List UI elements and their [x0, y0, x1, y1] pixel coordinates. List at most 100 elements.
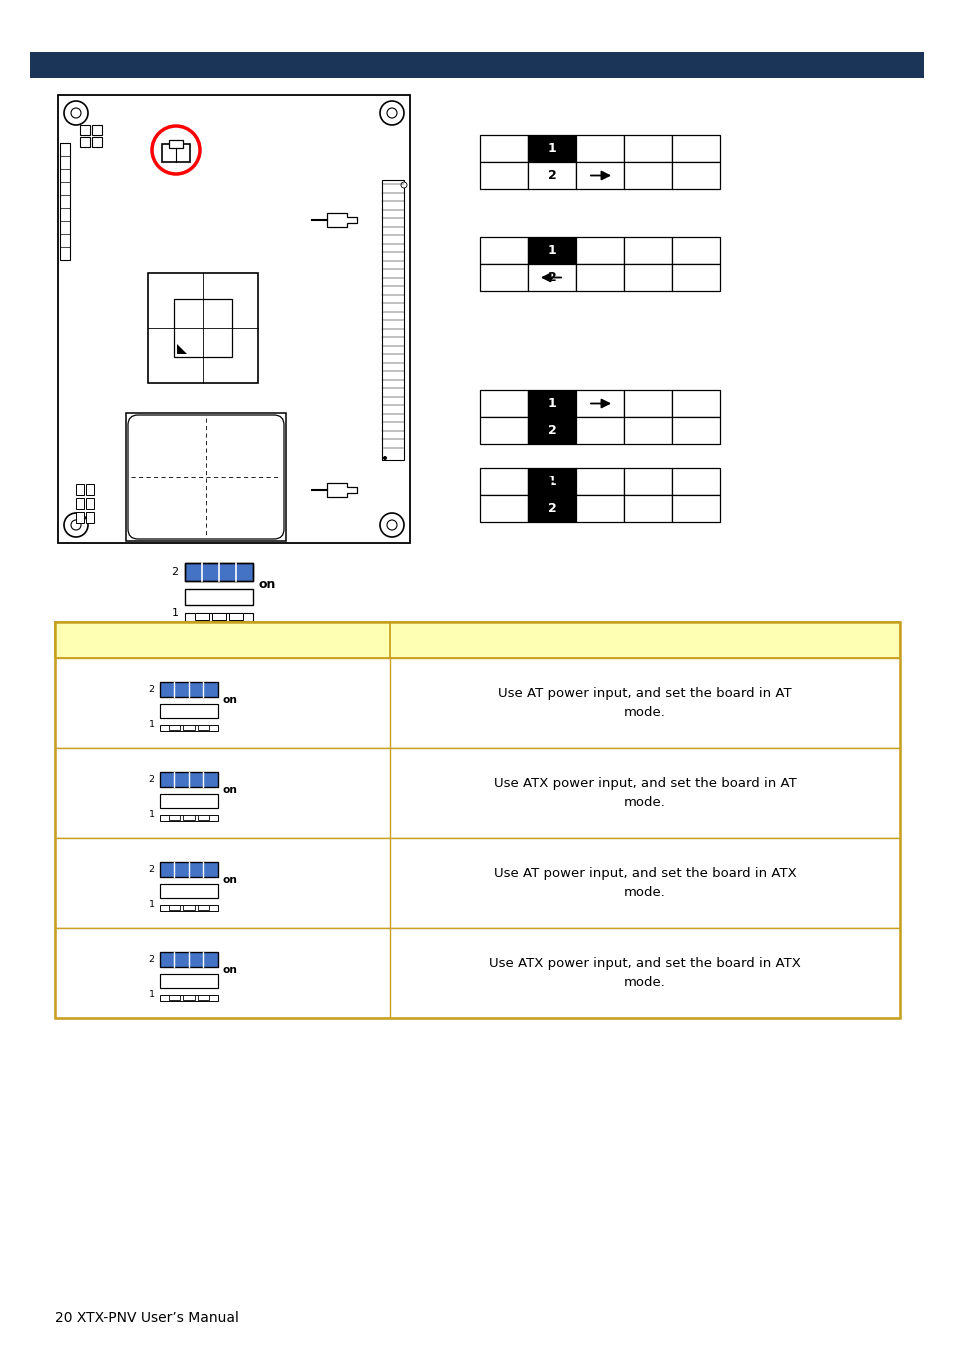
Text: 1: 1: [149, 720, 154, 729]
Text: 1: 1: [149, 900, 154, 909]
Bar: [671, 238, 720, 265]
Text: 1: 1: [149, 810, 154, 819]
Polygon shape: [177, 344, 187, 354]
Bar: [185, 589, 253, 605]
Bar: [160, 995, 217, 1002]
Bar: [91, 136, 102, 147]
Bar: [229, 613, 243, 620]
Bar: [60, 143, 70, 261]
Circle shape: [71, 108, 81, 117]
Bar: [671, 495, 720, 522]
Bar: [160, 794, 217, 807]
Text: Use AT power input, and set the board in ATX
mode.: Use AT power input, and set the board in…: [493, 867, 796, 899]
Bar: [183, 995, 194, 1000]
Bar: [576, 135, 623, 162]
Text: 2: 2: [547, 169, 556, 182]
Bar: [197, 904, 209, 910]
Circle shape: [64, 513, 88, 537]
Bar: [195, 613, 209, 620]
Text: 2: 2: [172, 567, 178, 576]
Bar: [80, 126, 90, 135]
Bar: [160, 952, 217, 968]
Text: 2: 2: [149, 865, 154, 875]
Circle shape: [379, 513, 403, 537]
Bar: [527, 495, 576, 522]
Bar: [623, 468, 671, 495]
Bar: [91, 126, 102, 135]
Bar: [527, 135, 576, 162]
Bar: [671, 417, 720, 444]
Bar: [576, 468, 623, 495]
Bar: [160, 884, 217, 898]
Text: 2: 2: [547, 424, 556, 437]
Bar: [162, 144, 190, 162]
Bar: [55, 927, 899, 1018]
Bar: [126, 413, 286, 541]
Text: 1: 1: [547, 475, 556, 487]
Bar: [479, 135, 527, 162]
Text: 1: 1: [172, 608, 178, 618]
Bar: [623, 417, 671, 444]
Bar: [160, 725, 217, 732]
Bar: [160, 772, 217, 787]
Bar: [86, 512, 94, 522]
Text: 1: 1: [547, 397, 556, 410]
Bar: [623, 495, 671, 522]
Text: Use ATX power input, and set the board in ATX
mode.: Use ATX power input, and set the board i…: [489, 957, 801, 990]
Text: 2: 2: [547, 271, 556, 284]
Bar: [197, 995, 209, 1000]
Bar: [197, 814, 209, 821]
Bar: [86, 498, 94, 509]
Bar: [527, 265, 576, 292]
Bar: [671, 135, 720, 162]
Bar: [671, 390, 720, 417]
Text: 2: 2: [149, 775, 154, 784]
Bar: [479, 495, 527, 522]
Bar: [55, 657, 899, 748]
Text: on: on: [223, 695, 237, 705]
Circle shape: [71, 520, 81, 531]
Bar: [160, 705, 217, 718]
Bar: [148, 273, 257, 383]
Bar: [479, 238, 527, 265]
Text: on: on: [258, 578, 276, 590]
Bar: [576, 417, 623, 444]
Bar: [671, 162, 720, 189]
Circle shape: [64, 101, 88, 126]
Bar: [381, 180, 403, 460]
Bar: [576, 390, 623, 417]
Bar: [80, 136, 90, 147]
Bar: [185, 563, 253, 580]
Text: Use ATX power input, and set the board in AT
mode.: Use ATX power input, and set the board i…: [493, 778, 796, 809]
Bar: [623, 135, 671, 162]
Bar: [623, 390, 671, 417]
Bar: [160, 772, 217, 787]
Bar: [183, 814, 194, 821]
Bar: [169, 725, 180, 730]
Bar: [160, 682, 217, 698]
Bar: [671, 265, 720, 292]
Bar: [169, 140, 183, 148]
Bar: [55, 748, 899, 838]
Circle shape: [387, 108, 396, 117]
Bar: [479, 162, 527, 189]
Bar: [623, 265, 671, 292]
Bar: [212, 613, 226, 620]
Bar: [479, 417, 527, 444]
Bar: [576, 265, 623, 292]
Bar: [160, 904, 217, 911]
Bar: [160, 682, 217, 698]
Bar: [479, 265, 527, 292]
Bar: [169, 995, 180, 1000]
Bar: [623, 238, 671, 265]
Circle shape: [387, 520, 396, 531]
Text: 2: 2: [149, 686, 154, 694]
Polygon shape: [327, 213, 356, 227]
FancyBboxPatch shape: [128, 414, 284, 539]
Bar: [479, 468, 527, 495]
Bar: [160, 863, 217, 878]
Bar: [185, 613, 253, 621]
Bar: [55, 838, 899, 927]
Bar: [185, 563, 253, 580]
Bar: [197, 725, 209, 730]
